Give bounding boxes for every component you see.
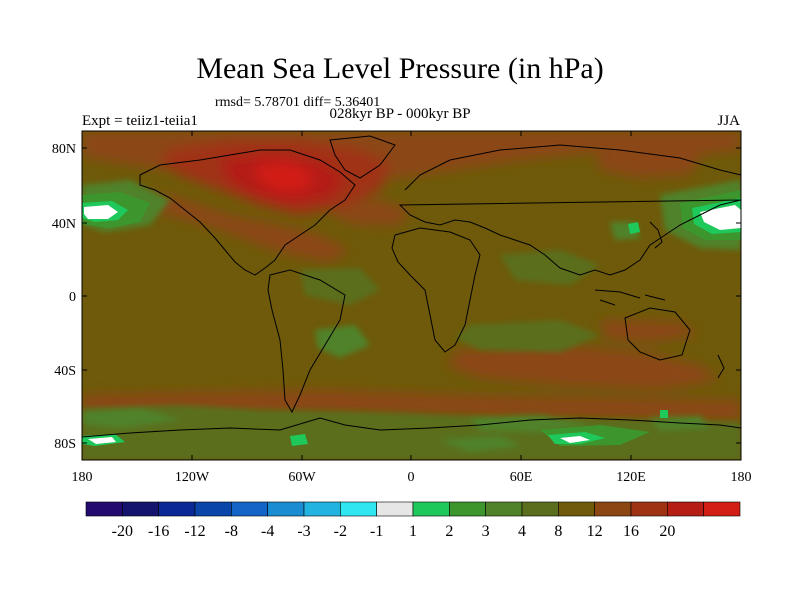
colorbar-label: 3: [482, 523, 490, 540]
colorbar-label: -16: [148, 523, 169, 540]
colorbar-swatch: [303, 501, 341, 517]
colorbar-label: 8: [554, 523, 562, 540]
colorbar: -20 -16 -12 -8 -4 -3 -2 -1 1 2 3 4 8 12 16 20: [85, 501, 741, 540]
colorbar-swatch: [122, 501, 159, 517]
lon-tick-label: 180: [72, 470, 93, 485]
colorbar-swatch: [703, 501, 741, 517]
positive-anomaly-regions: [82, 131, 741, 420]
lat-tick-label: 80N: [52, 142, 76, 157]
colorbar-swatch: [376, 501, 414, 517]
colorbar-swatch: [340, 501, 377, 517]
lon-tick-label: 60W: [288, 470, 316, 485]
colorbar-label: 12: [587, 523, 603, 540]
season-label: JJA: [717, 113, 740, 129]
colorbar-label: -2: [334, 523, 347, 540]
colorbar-swatch: [485, 501, 523, 517]
lat-tick-label: 40S: [54, 364, 76, 379]
weak-anomaly-regions: [82, 180, 741, 460]
pressure-field: [82, 131, 741, 460]
colorbar-swatch: [158, 501, 196, 517]
colorbar-label: 20: [659, 523, 675, 540]
colorbar-label: 2: [445, 523, 453, 540]
colorbar-label: -3: [297, 523, 310, 540]
coastlines: [82, 135, 741, 438]
colorbar-label: -8: [225, 523, 238, 540]
colorbar-swatch: [630, 501, 668, 517]
strong-green-regions: [82, 190, 741, 446]
experiment-label: Expt = teiiz1-teiia1: [82, 113, 198, 129]
colorbar-swatch: [594, 501, 632, 517]
colorbar-swatch: [231, 501, 268, 517]
colorbar-label: 16: [623, 523, 639, 540]
colorbar-swatch: [667, 501, 704, 517]
colorbar-label: -4: [261, 523, 274, 540]
colorbar-swatch: [521, 501, 559, 517]
colorbar-label: -12: [184, 523, 205, 540]
statistics-text: rmsd= 5.78701 diff= 5.36401: [215, 95, 381, 110]
colorbar-swatch: [412, 501, 450, 517]
colorbar-label: 1: [409, 523, 417, 540]
colorbar-swatch: [85, 501, 123, 517]
lon-tick-label: 0: [408, 470, 415, 485]
lon-tick-label: 60E: [510, 470, 533, 485]
colorbar-swatch: [267, 501, 305, 517]
axis-ticks: [81, 131, 742, 460]
colorbar-label: -1: [370, 523, 383, 540]
lon-tick-label: 180: [731, 470, 752, 485]
colorbar-label: 4: [518, 523, 526, 540]
lat-tick-label: 80S: [54, 437, 76, 452]
colorbar-swatch: [449, 501, 486, 517]
period-text: 028kyr BP - 000kyr BP: [329, 106, 471, 122]
plot-title: Mean Sea Level Pressure (in hPa): [196, 52, 604, 85]
colorbar-swatch: [194, 501, 232, 517]
longitude-labels: 180 120W 60W 0 60E 120E 180: [72, 470, 752, 485]
lon-tick-label: 120E: [616, 470, 646, 485]
lon-tick-label: 120W: [175, 470, 210, 485]
lat-tick-label: 40N: [52, 217, 76, 232]
colorbar-swatch: [558, 501, 595, 517]
latitude-labels: 80N 40N 0 40S 80S: [52, 142, 76, 452]
lat-tick-label: 0: [69, 290, 76, 305]
colorbar-label: -20: [112, 523, 133, 540]
